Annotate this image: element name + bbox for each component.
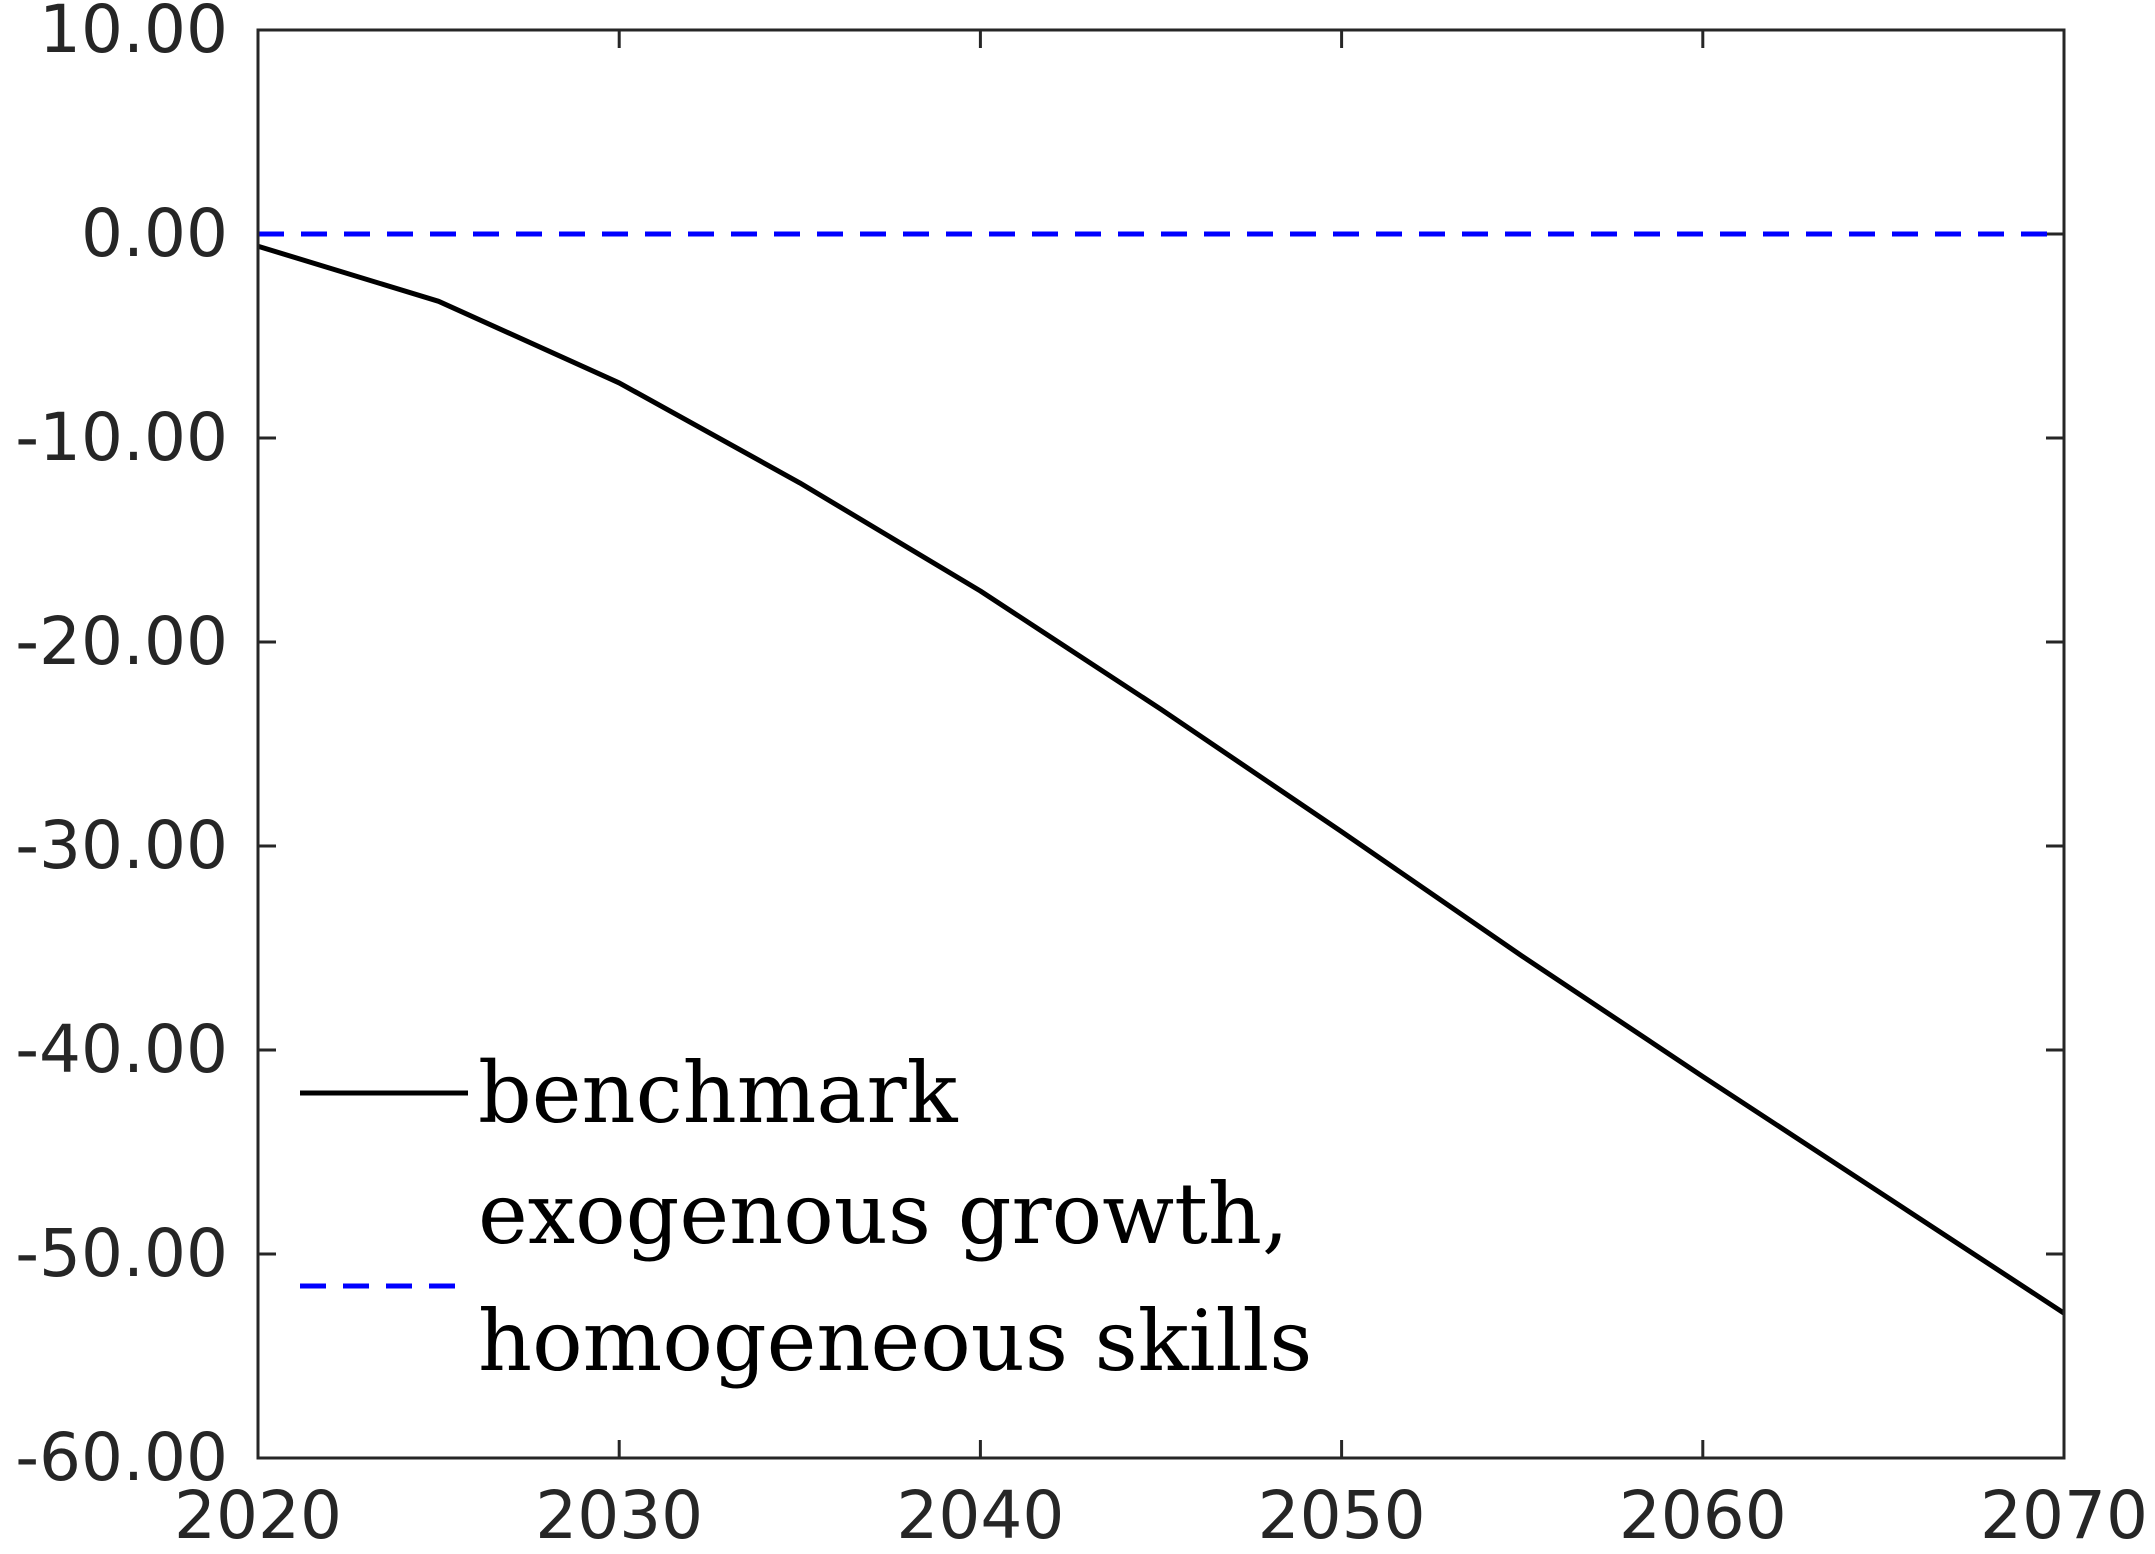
x-axis: 2020 2030 2040 2050 2060 2070 bbox=[174, 30, 2148, 1554]
legend-label-exogenous-line1: exogenous growth, bbox=[478, 1165, 1289, 1263]
y-tick-label: 0.00 bbox=[81, 195, 228, 272]
legend-label-exogenous-line2: homogeneous skills bbox=[478, 1292, 1312, 1390]
series-layer bbox=[257, 231, 2066, 1316]
x-tick-label: 2060 bbox=[1619, 1477, 1787, 1554]
series-line-benchmark bbox=[257, 243, 2066, 1316]
legend: benchmark exogenous growth, homogeneous … bbox=[300, 1044, 1312, 1390]
y-tick-label: -20.00 bbox=[15, 603, 228, 680]
legend-label-benchmark: benchmark bbox=[478, 1044, 959, 1142]
y-tick-label: -60.00 bbox=[15, 1419, 228, 1496]
plot-background bbox=[258, 30, 2064, 1458]
y-tick-label: -30.00 bbox=[15, 807, 228, 884]
y-tick-label: -40.00 bbox=[15, 1011, 228, 1088]
y-tick-label: 10.00 bbox=[39, 0, 228, 68]
x-tick-label: 2040 bbox=[896, 1477, 1064, 1554]
x-tick-label: 2070 bbox=[1980, 1477, 2148, 1554]
x-tick-label: 2020 bbox=[174, 1477, 342, 1554]
y-tick-label: -50.00 bbox=[15, 1215, 228, 1292]
plot-frame bbox=[256, 28, 2066, 1460]
y-axis: 10.00 0.00 -10.00 -20.00 -30.00 -40.00 -50.00 -… bbox=[15, 0, 2064, 1496]
x-tick-label: 2030 bbox=[535, 1477, 703, 1554]
y-tick-label: -10.00 bbox=[15, 399, 228, 476]
x-tick-label: 2050 bbox=[1258, 1477, 1426, 1554]
